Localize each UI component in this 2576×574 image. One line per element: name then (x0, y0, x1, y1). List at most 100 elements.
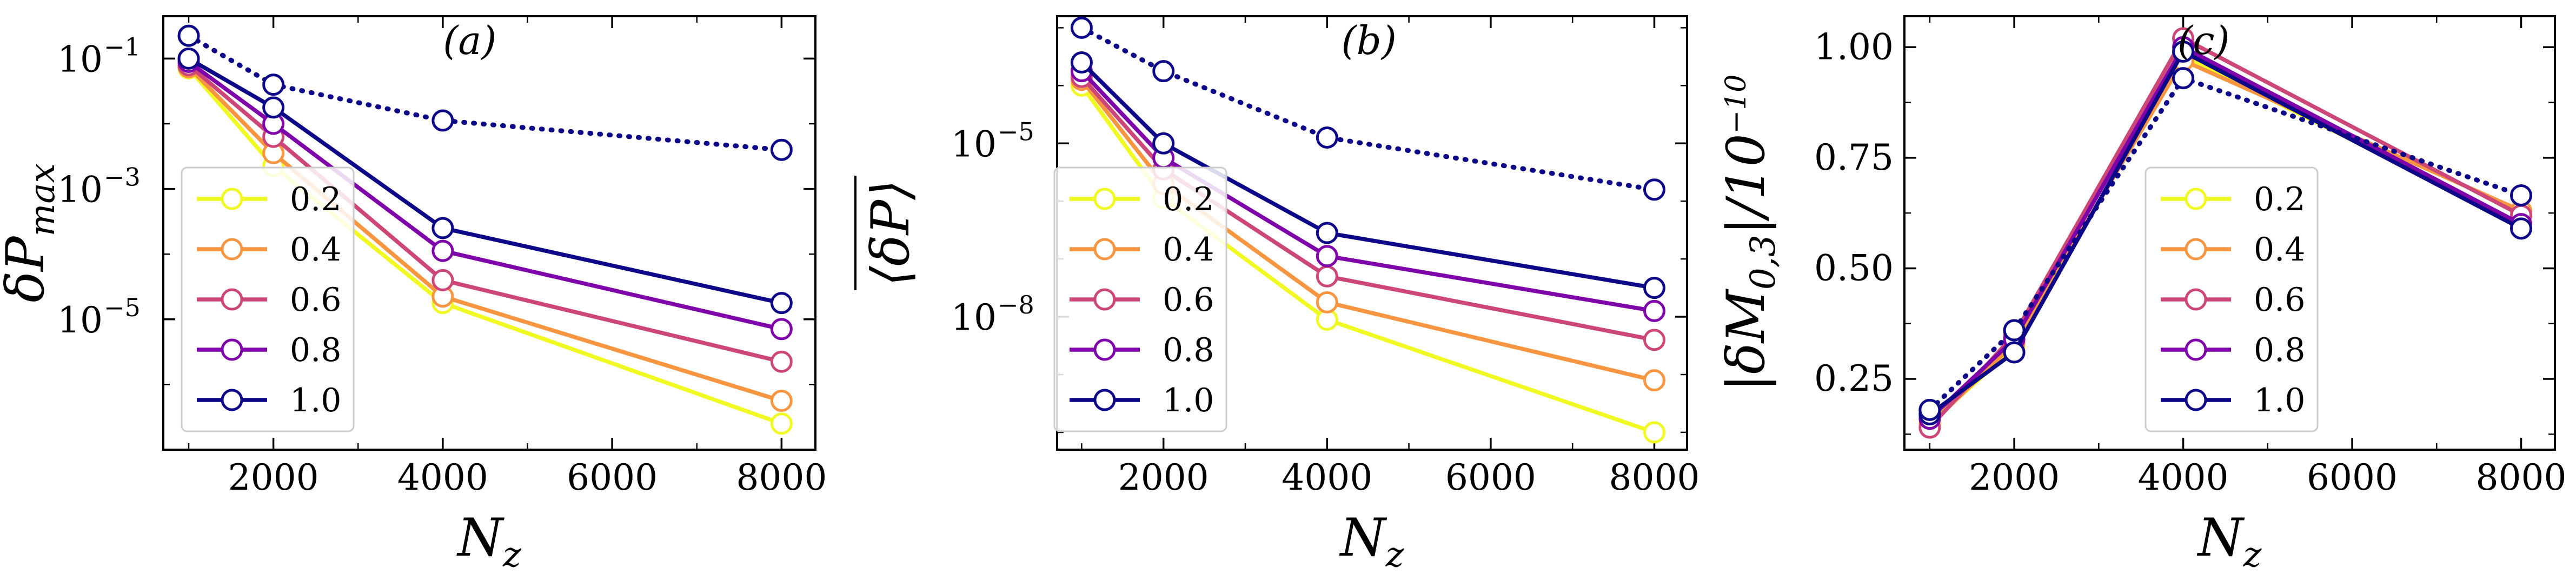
legend-label-0.4: 0.4 (290, 231, 341, 269)
data-point-0.4 (770, 390, 793, 412)
series-line-1.0 (188, 57, 782, 305)
panel-c: 2000 4000 6000 8000 0.25 0.50 0.75 1.00 (c) 0.2 0.… (1716, 15, 2567, 574)
legend-label-0.6: 0.6 (290, 281, 341, 319)
y-axis-label: ⟨δP⟩ (860, 179, 921, 286)
data-point-dotted (2172, 67, 2195, 90)
data-point-0.2 (1643, 421, 1665, 444)
y-tick-label: 0.75 (1814, 137, 1894, 178)
legend-box (181, 166, 355, 432)
y-tick-label: 10 (951, 123, 997, 165)
legend-label-0.6: 0.6 (2254, 281, 2305, 319)
data-point-dotted (2003, 319, 2026, 342)
data-point-0.8 (1316, 245, 1338, 268)
legend-label-1.0: 1.0 (290, 382, 341, 419)
x-tick-label: 6000 (567, 457, 658, 498)
legend-label-1.0: 1.0 (2254, 382, 2305, 419)
legend-box (1053, 166, 1227, 432)
legend-marker-0.8 (2185, 338, 2207, 361)
legend-label-1.0: 1.0 (1163, 382, 1214, 419)
y-axis-label: δPmax (0, 163, 63, 302)
data-point-0.6 (1643, 329, 1665, 351)
x-tick-label: 8000 (1609, 457, 1699, 498)
data-point-dotted (770, 138, 793, 161)
x-tick-label: 2000 (1969, 457, 2060, 498)
legend-label-0.8: 0.8 (2254, 331, 2305, 369)
y-tick-label: 10 (57, 299, 103, 341)
legend-marker-0.4 (1093, 238, 1116, 261)
legend: 0.2 0.4 0.6 0.8 1.0 (1053, 166, 1227, 432)
data-point-1.0 (177, 47, 200, 70)
series-line-0.8 (187, 60, 782, 331)
series-line-1.0 (1080, 61, 1655, 290)
legend-marker-0.2 (221, 188, 243, 210)
panel-label: (b) (1342, 18, 1397, 63)
x-tick-label: 8000 (2476, 457, 2567, 498)
series-line-0.8 (1928, 45, 2522, 421)
data-point-dotted (1152, 60, 1175, 83)
series-line-dotted (1079, 25, 1657, 192)
data-point-1.0 (1643, 277, 1665, 299)
y-tick-label: 0.25 (1814, 358, 1894, 399)
y-tick-label: 1.00 (1814, 26, 1894, 68)
x-tick-label: 2000 (228, 457, 319, 498)
legend: 0.2 0.4 0.6 0.8 1.0 (181, 166, 355, 432)
data-point-1.0 (1070, 51, 1093, 74)
y-tick-exponent: −3 (104, 163, 141, 192)
legend-marker-0.2 (2185, 188, 2207, 210)
legend-marker-1.0 (2185, 389, 2207, 411)
legend-box (2145, 166, 2319, 432)
panel-label: (c) (2177, 18, 2230, 63)
data-point-0.4 (1316, 291, 1338, 313)
data-point-dotted (1643, 178, 1665, 201)
series-line-dotted (1927, 76, 2524, 412)
y-tick-label: 10 (951, 297, 997, 338)
legend-marker-1.0 (1093, 389, 1116, 411)
series-line-0.6 (1080, 75, 1655, 342)
panel-label: (a) (443, 18, 496, 63)
data-point-0.6 (770, 350, 793, 373)
data-point-0.8 (1643, 299, 1665, 322)
data-point-0.6 (431, 269, 454, 291)
y-tick-exponent: −1 (104, 32, 141, 61)
legend-marker-0.6 (221, 288, 243, 311)
series-line-0.8 (1080, 70, 1655, 313)
series-line-1.0 (1928, 49, 2522, 416)
series-line-0.6 (187, 63, 782, 364)
y-axis-label: |δM0,3|/10−10 (1716, 75, 1783, 392)
x-tick-label: 4000 (2138, 457, 2229, 498)
data-point-1.0 (770, 292, 793, 315)
x-tick-label: 8000 (736, 457, 827, 498)
data-point-1.0 (262, 96, 285, 119)
data-point-1.0 (2510, 217, 2533, 240)
legend-marker-0.4 (2185, 238, 2207, 261)
data-point-0.4 (1643, 369, 1665, 392)
data-point-1.0 (2172, 40, 2195, 63)
x-axis-label: Nz (2197, 508, 2262, 571)
legend-label-0.4: 0.4 (1163, 231, 1214, 269)
legend-label-0.2: 0.2 (290, 181, 341, 218)
legend-marker-0.2 (1093, 188, 1116, 210)
x-tick-label: 6000 (2307, 457, 2398, 498)
legend-label-0.2: 0.2 (1163, 181, 1214, 218)
data-point-0.6 (1316, 265, 1338, 288)
x-axis-label: Nz (456, 508, 522, 571)
y-tick-label: 10 (57, 38, 103, 80)
data-point-dotted (1918, 398, 1941, 421)
data-point-dotted (1316, 126, 1338, 149)
plot-frame (1903, 15, 2556, 451)
series-line-0.4 (1080, 78, 1655, 383)
plot-frame (162, 15, 816, 451)
x-tick-label: 4000 (1282, 457, 1372, 498)
legend-label-0.2: 0.2 (2254, 181, 2305, 218)
data-point-1.0 (1152, 132, 1175, 155)
y-tick-label: 0.50 (1814, 247, 1894, 289)
legend-label-0.4: 0.4 (2254, 231, 2305, 269)
x-tick-label: 2000 (1118, 457, 1209, 498)
y-tick-exponent: −8 (998, 290, 1034, 319)
series-line-0.4 (187, 65, 782, 403)
legend-label-0.6: 0.6 (1163, 281, 1214, 319)
